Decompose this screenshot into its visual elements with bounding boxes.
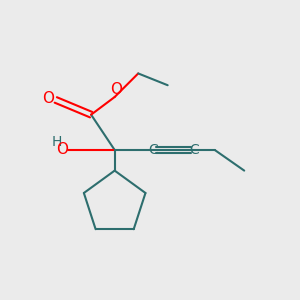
Text: O: O	[110, 82, 122, 97]
Text: C: C	[148, 143, 158, 157]
Text: O: O	[42, 91, 54, 106]
Text: O: O	[56, 142, 68, 157]
Text: H: H	[52, 135, 62, 149]
Text: C: C	[189, 143, 199, 157]
